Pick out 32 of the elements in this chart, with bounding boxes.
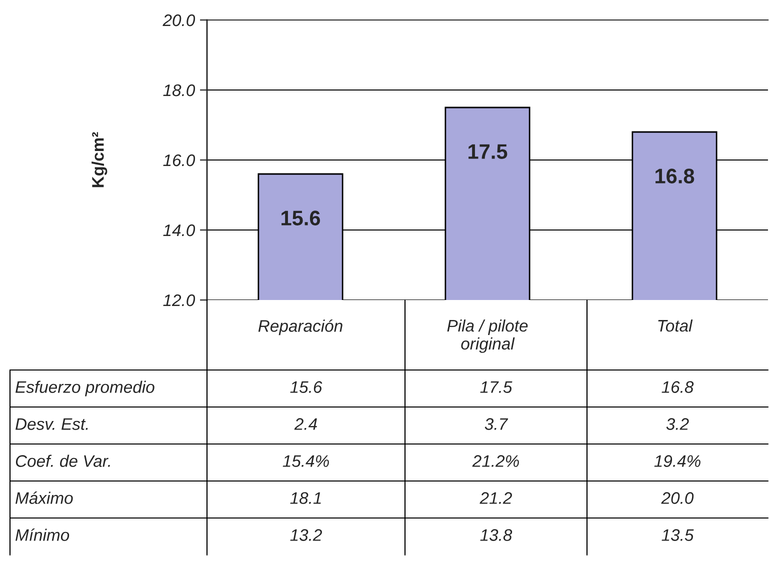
y-tick-label: 18.0 (163, 84, 196, 96)
text: 20.0 (661, 492, 694, 504)
y-tick-label: 20.0 (162, 14, 196, 26)
data-label: 16.8 (662, 381, 694, 393)
annotation: 15.6 (282, 210, 320, 226)
y-axis-title: Kg/cm² (92, 132, 108, 188)
y-tick-label: 14.0 (163, 224, 196, 236)
text: Mínimo (16, 528, 70, 541)
text: 15.4% (282, 455, 329, 467)
data-label: 17.5 (480, 381, 512, 393)
text: Desv. Est. (16, 418, 88, 430)
x-tick-label: Total (658, 319, 693, 332)
annotation: 16.8 (656, 168, 694, 184)
text: 3.7 (484, 418, 508, 430)
annotation: 17.5 (468, 144, 508, 159)
text: 13.8 (480, 529, 512, 541)
text: 18.1 (290, 492, 321, 504)
text: 13.5 (662, 529, 694, 541)
y-tick-label: 16.0 (163, 154, 196, 166)
text: 3.2 (666, 418, 689, 430)
text: 21.2% (472, 455, 519, 467)
data-label: 15.6 (290, 381, 322, 393)
text: Esfuerzo promedio (16, 380, 154, 396)
text: Coef. de Var. (16, 454, 110, 467)
x-tick-label: Pila / pilote original (447, 319, 528, 353)
text: 2.4 (294, 418, 317, 430)
text: 21.2 (480, 492, 512, 504)
y-tick-label: 12.0 (163, 294, 196, 306)
text: Máximo (16, 492, 73, 504)
text: 19.4% (654, 455, 700, 467)
text: 13.2 (290, 529, 322, 541)
x-tick-label: Reparación (258, 319, 342, 336)
